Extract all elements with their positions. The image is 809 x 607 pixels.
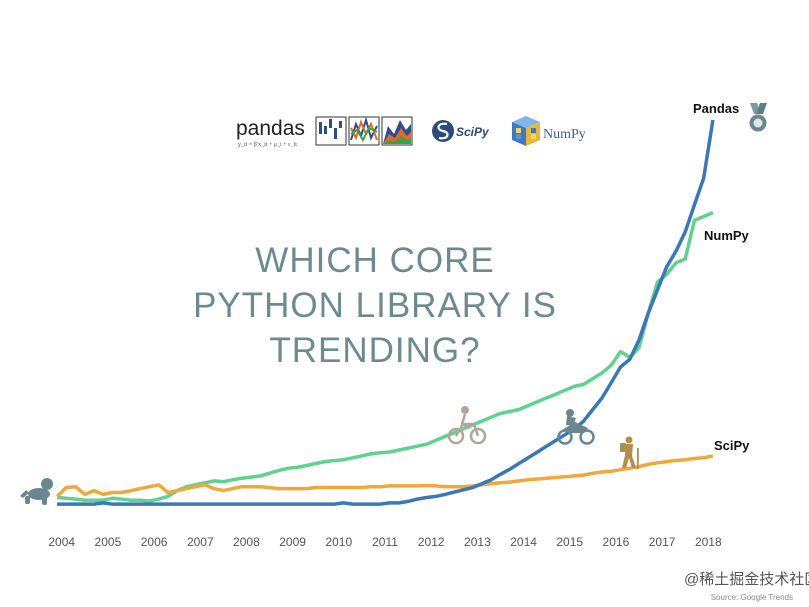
x-tick-label: 2005	[95, 535, 122, 549]
x-tick-label: 2007	[187, 535, 214, 549]
headline-line-2: PYTHON LIBRARY IS	[193, 286, 557, 325]
pandas-logo-bars-icon	[315, 116, 413, 146]
numpy-logo-text: NumPy	[543, 127, 586, 142]
medal-icon	[749, 103, 767, 132]
x-tick-label: 2014	[510, 535, 537, 549]
scipy-logo-text: SciPy	[456, 125, 490, 139]
cyclist-icon	[447, 406, 487, 445]
x-tick-label: 2011	[372, 535, 398, 549]
x-tick-label: 2010	[325, 535, 352, 549]
watermark-text: @稀土掘金技术社区	[684, 571, 809, 588]
scipy-series-line	[55, 454, 714, 498]
hiker-icon	[620, 436, 639, 469]
x-tick-label: 2012	[418, 535, 445, 549]
pandas-logo-formula: y_it = β′x_it + μ_i + ε_it	[238, 142, 297, 148]
pandas-series-label: Pandas	[693, 101, 739, 116]
x-tick-label: 2008	[233, 535, 260, 549]
x-axis-ticks: 2004 2005 2006 2007 2008 2009 2010 2011 2012 2013…	[48, 535, 722, 549]
numpy-series-label: NumPy	[704, 228, 750, 243]
pandas-series-line	[57, 119, 715, 506]
x-tick-label: 2015	[556, 535, 583, 549]
x-tick-label: 2013	[464, 535, 491, 549]
x-tick-label: 2006	[141, 535, 168, 549]
x-tick-label: 2018	[695, 535, 722, 549]
x-tick-label: 2009	[279, 535, 306, 549]
motorcyclist-icon	[557, 409, 595, 445]
x-tick-label: 2016	[603, 535, 630, 549]
numpy-logo: NumPy	[512, 116, 586, 146]
headline-line-1: WHICH CORE	[255, 241, 494, 280]
numpy-series-line	[56, 210, 714, 503]
x-tick-label: 2017	[649, 535, 676, 549]
scipy-series-label: SciPy	[714, 438, 750, 453]
scipy-logo: SciPy	[432, 120, 490, 142]
x-tick-label: 2004	[48, 535, 75, 549]
pandas-logo-text: pandas	[236, 117, 305, 140]
headline-line-3: TRENDING?	[269, 331, 480, 370]
source-caption: Source: Google Trends	[711, 593, 793, 602]
baby-crawling-icon	[20, 478, 53, 505]
pandas-logo: pandas y_it = β′x_it + μ_i + ε_it	[236, 116, 413, 148]
numpy-cube-icon	[512, 116, 540, 146]
